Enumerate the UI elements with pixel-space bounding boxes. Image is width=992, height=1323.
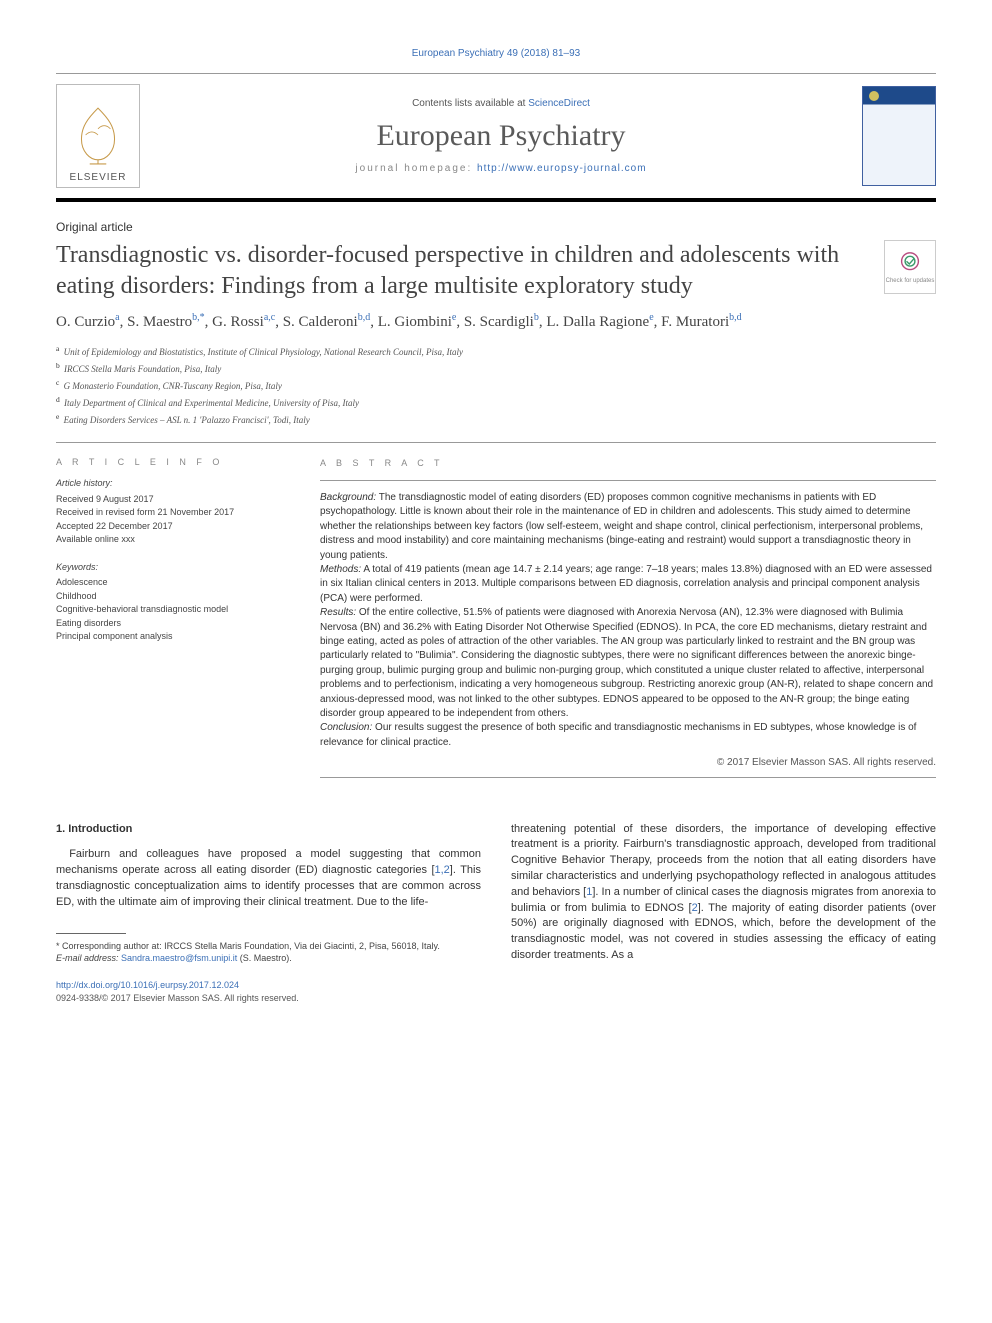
abstract-head: A B S T R A C T — [320, 457, 936, 470]
contents-available-line: Contents lists available at ScienceDirec… — [158, 98, 844, 109]
body-col-left: 1. Introduction Fairburn and colleagues … — [56, 822, 481, 1005]
body-col-right: threatening potential of these disorders… — [511, 822, 936, 1005]
check-updates-label: Check for updates — [886, 278, 935, 284]
abstract-conclusion: Conclusion: Our results suggest the pres… — [320, 721, 936, 750]
article-info-column: A R T I C L E I N F O Article history: R… — [56, 457, 284, 791]
doi-block: http://dx.doi.org/10.1016/j.eurpsy.2017.… — [56, 979, 481, 1005]
check-updates-icon — [896, 250, 924, 278]
journal-name: European Psychiatry — [158, 119, 844, 153]
affiliations: a Unit of Epidemiology and Biostatistics… — [56, 343, 936, 428]
issn-line: 0924-9338/© 2017 Elsevier Masson SAS. Al… — [56, 993, 299, 1003]
elsevier-tree-icon — [67, 104, 129, 166]
doi-link[interactable]: http://dx.doi.org/10.1016/j.eurpsy.2017.… — [56, 980, 239, 990]
abstract-methods: Methods: A total of 419 patients (mean a… — [320, 563, 936, 606]
email-label: E-mail address: — [56, 953, 121, 963]
email-line: E-mail address: Sandra.maestro@fsm.unipi… — [56, 952, 481, 965]
journal-cover-thumbnail — [862, 86, 936, 186]
elsevier-logo: ELSEVIER — [56, 84, 140, 188]
abstract-background: Background: The transdiagnostic model of… — [320, 491, 936, 563]
email-suffix: (S. Maestro). — [237, 953, 292, 963]
article-title: Transdiagnostic vs. disorder-focused per… — [56, 240, 870, 301]
email-link[interactable]: Sandra.maestro@fsm.unipi.it — [121, 953, 237, 963]
article-type: Original article — [56, 220, 936, 234]
keywords-label: Keywords: — [56, 561, 284, 575]
article-info-head: A R T I C L E I N F O — [56, 457, 284, 467]
abstract-results: Results: Of the entire collective, 51.5%… — [320, 606, 936, 721]
homepage-prefix: journal homepage: — [355, 163, 477, 174]
article-history: Received 9 August 2017Received in revise… — [56, 493, 284, 547]
footnotes: * Corresponding author at: IRCCS Stella … — [56, 940, 481, 965]
history-label: Article history: — [56, 477, 284, 491]
elsevier-wordmark: ELSEVIER — [70, 172, 127, 183]
running-head: European Psychiatry 49 (2018) 81–93 — [56, 48, 936, 59]
authors: O. Curzioa, S. Maestrob,*, G. Rossia,c, … — [56, 311, 936, 333]
divider — [320, 480, 936, 481]
keywords-list: AdolescenceChildhoodCognitive-behavioral… — [56, 576, 284, 644]
intro-heading: 1. Introduction — [56, 822, 481, 838]
divider — [320, 777, 936, 778]
homepage-link[interactable]: http://www.europsy-journal.com — [477, 163, 647, 174]
corresponding-author: * Corresponding author at: IRCCS Stella … — [56, 940, 481, 953]
divider — [56, 442, 936, 443]
body-columns: 1. Introduction Fairburn and colleagues … — [56, 822, 936, 1005]
journal-homepage-line: journal homepage: http://www.europsy-jou… — [158, 163, 844, 174]
abstract-column: A B S T R A C T Background: The transdia… — [320, 457, 936, 791]
intro-paragraph-1: Fairburn and colleagues have proposed a … — [56, 847, 481, 910]
abstract-copyright: © 2017 Elsevier Masson SAS. All rights r… — [320, 756, 936, 770]
check-updates-badge[interactable]: Check for updates — [884, 240, 936, 294]
contents-prefix: Contents lists available at — [412, 98, 528, 109]
footnote-separator — [56, 933, 126, 934]
intro-paragraph-2: threatening potential of these disorders… — [511, 822, 936, 964]
sciencedirect-link[interactable]: ScienceDirect — [528, 98, 590, 109]
journal-header: ELSEVIER Contents lists available at Sci… — [56, 73, 936, 202]
